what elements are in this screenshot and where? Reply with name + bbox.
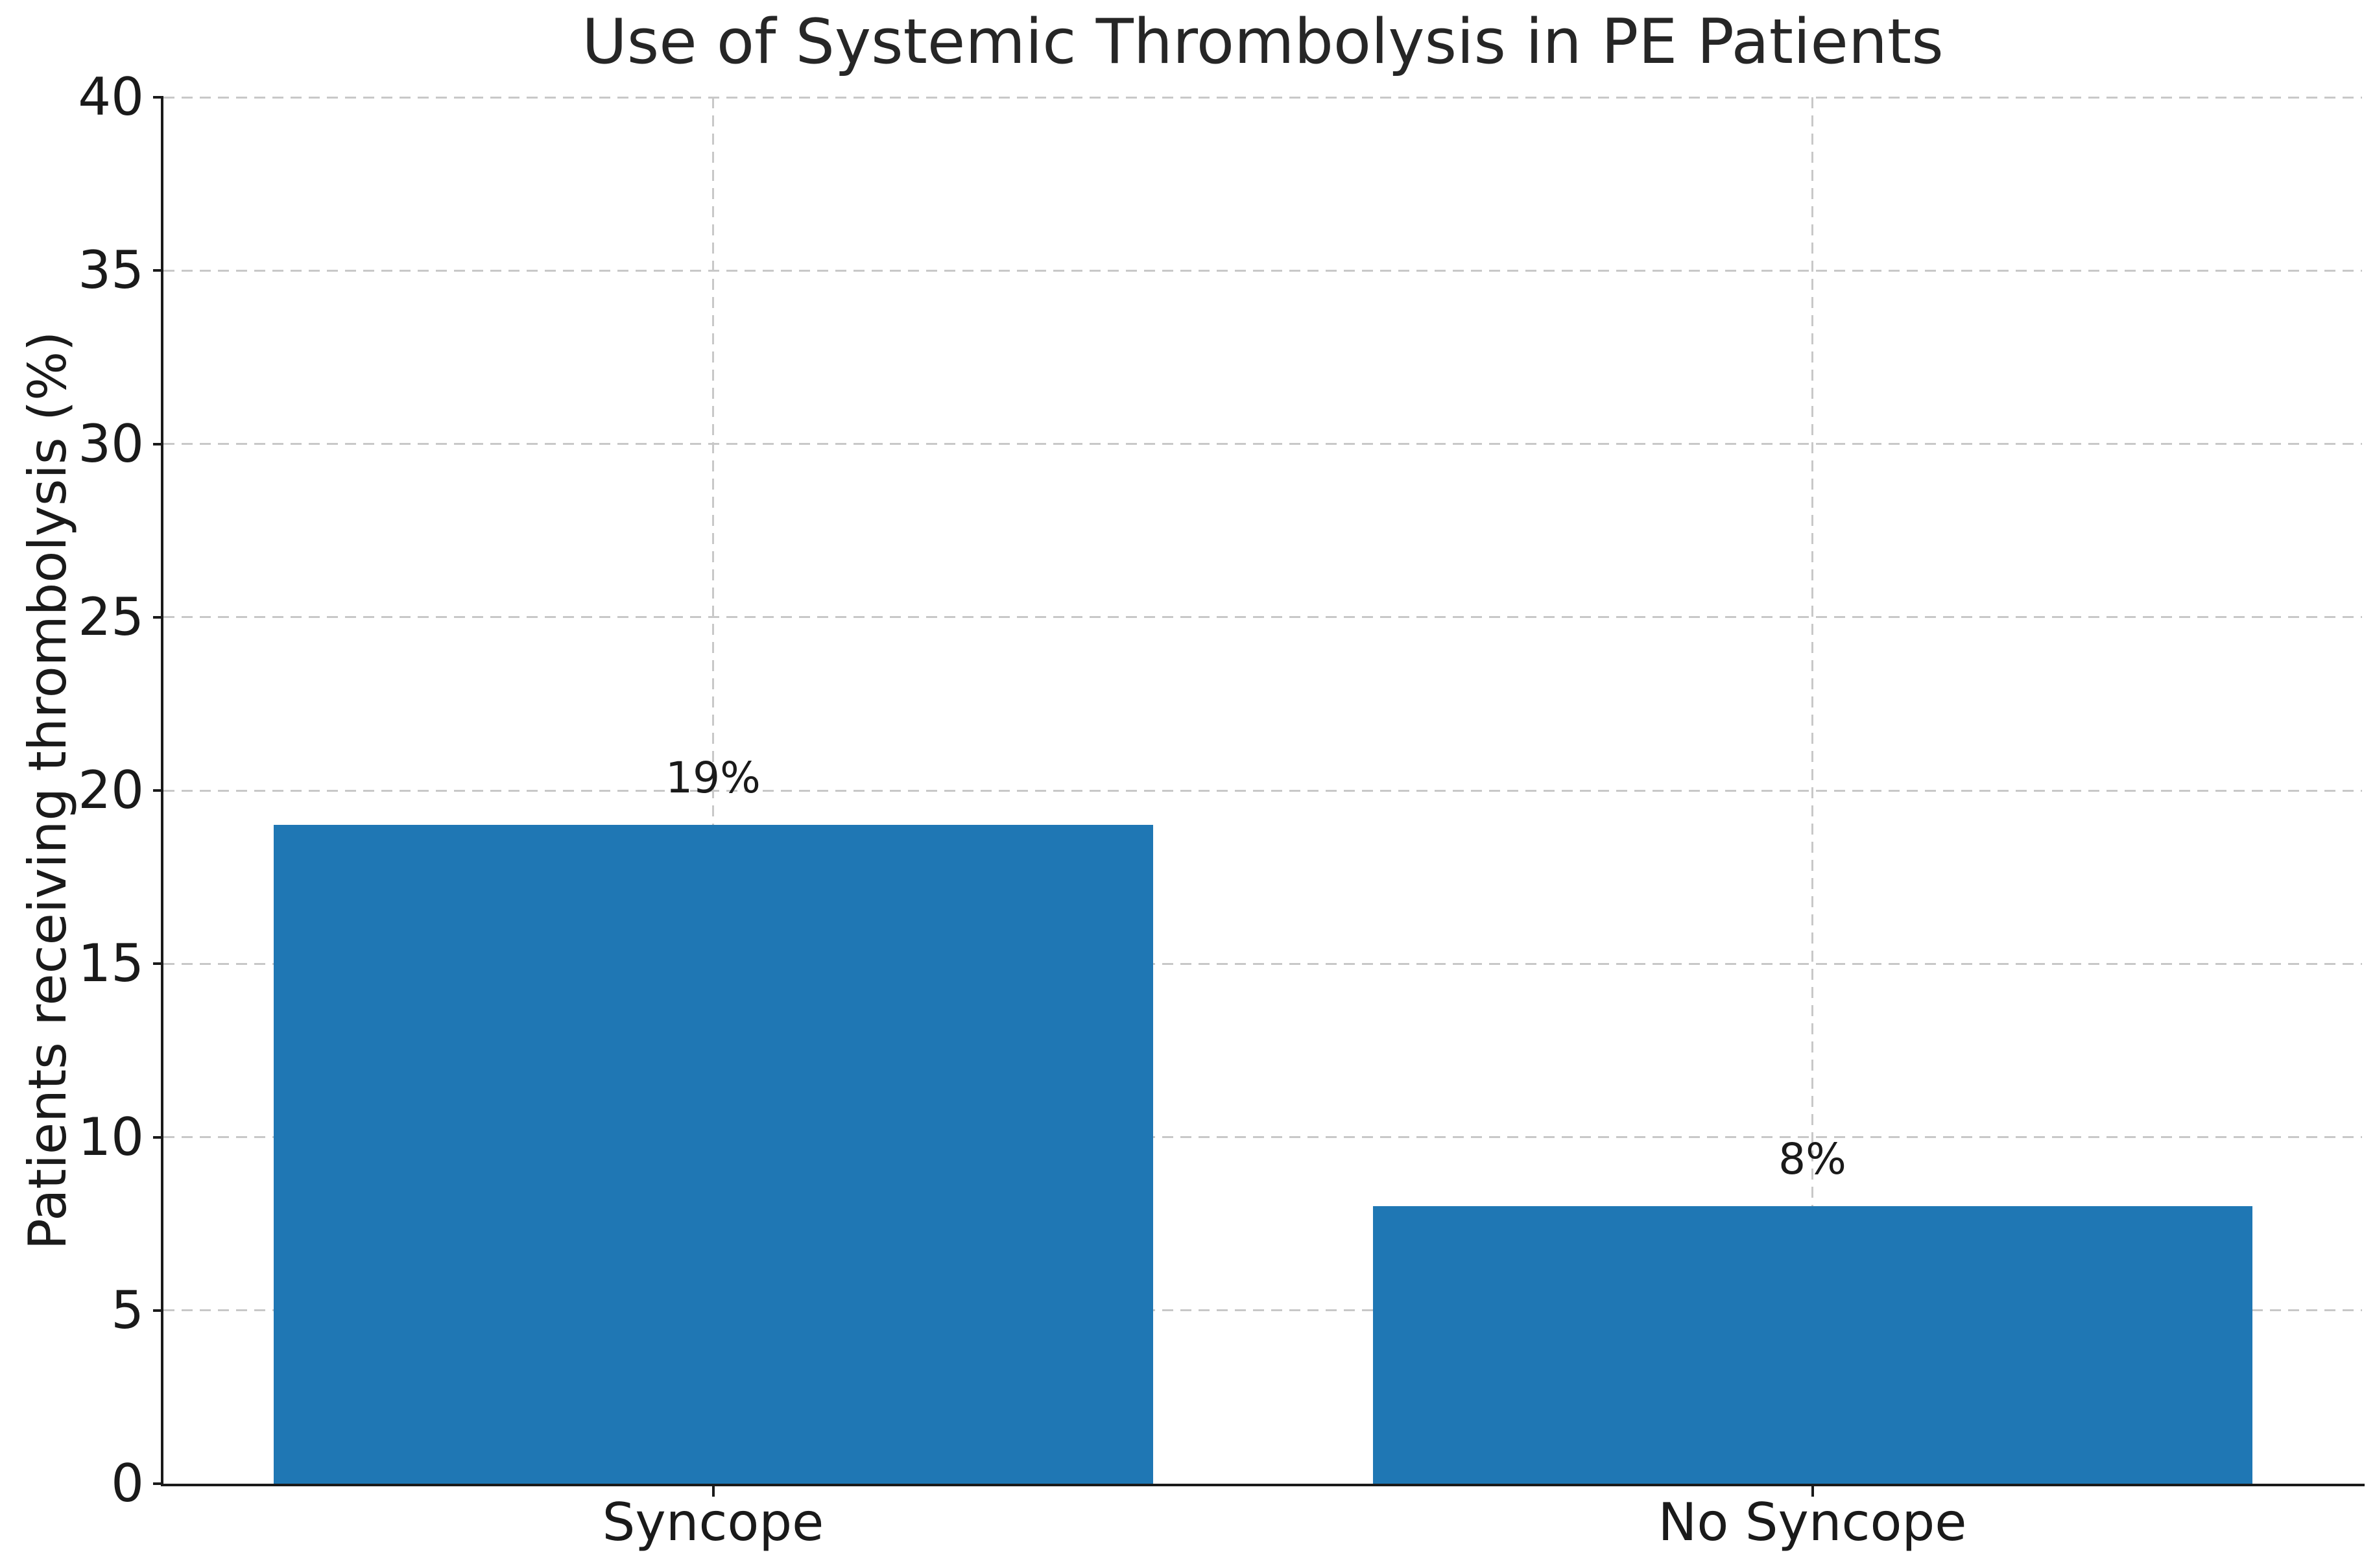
y-axis-tick: [153, 962, 163, 966]
y-tick-label: 10: [78, 1106, 144, 1167]
y-tick-label: 40: [78, 67, 144, 127]
y-tick-label: 15: [78, 933, 144, 994]
y-tick-label: 20: [78, 760, 144, 820]
x-axis-tick: [1811, 1486, 1814, 1497]
x-axis-tick: [711, 1486, 715, 1497]
gridline-horizontal: [163, 269, 2362, 272]
plot-area: 19% 8%: [163, 96, 2362, 1484]
y-tick-label: 5: [111, 1279, 144, 1340]
bar-syncope: [273, 825, 1153, 1484]
y-tick-label: 35: [78, 240, 144, 301]
bar-value-label: 19%: [665, 753, 761, 803]
y-axis-tick: [153, 442, 163, 445]
gridline-horizontal: [163, 443, 2362, 445]
chart-title: Use of Systemic Thrombolysis in PE Patie…: [582, 6, 1944, 78]
y-axis-spine: [161, 97, 163, 1486]
y-axis-tick: [153, 269, 163, 272]
y-tick-label: 25: [78, 586, 144, 647]
x-axis-spine: [161, 1484, 2365, 1486]
gridline-horizontal: [163, 96, 2362, 99]
gridline-vertical: [1811, 97, 1813, 1484]
y-tick-label: 30: [78, 413, 144, 474]
gridline-horizontal: [163, 789, 2362, 792]
gridline-vertical: [712, 97, 714, 1484]
y-tick-label: 0: [111, 1453, 144, 1514]
y-axis-tick: [153, 789, 163, 792]
bar-value-label: 8%: [1778, 1134, 1846, 1185]
bar-no-syncope: [1372, 1206, 2252, 1484]
x-tick-label: No Syncope: [1658, 1492, 1967, 1552]
gridline-horizontal: [163, 616, 2362, 619]
gridline-horizontal: [163, 962, 2362, 965]
y-axis-tick: [153, 615, 163, 619]
gridline-horizontal: [163, 1136, 2362, 1138]
y-axis-tick: [153, 1135, 163, 1139]
gridline-horizontal: [163, 1309, 2362, 1312]
y-axis-tick: [153, 1309, 163, 1312]
y-axis-tick: [153, 1482, 163, 1485]
y-axis-tick: [153, 96, 163, 99]
x-tick-label: Syncope: [602, 1492, 824, 1552]
